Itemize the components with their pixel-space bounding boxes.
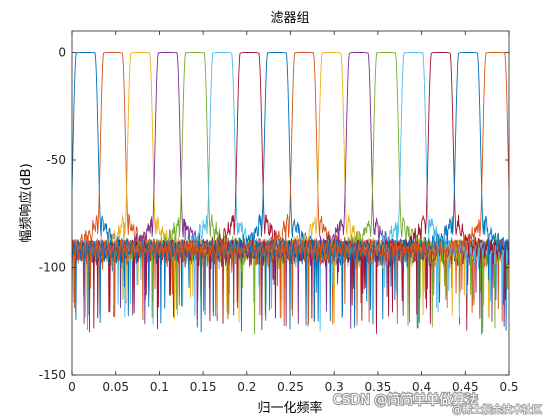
x-axis-label: 归一化频率 [257,400,322,416]
chart-title: 滤器组 [270,11,309,26]
x-tick-label: 0.3 [325,380,344,394]
y-tick-label: -50 [46,153,66,167]
y-axis: 0 -50 -100 -150 [39,46,509,382]
filter-response-line-16 [72,52,509,326]
x-tick-label: 0 [68,380,76,394]
y-tick-label: 0 [58,46,66,60]
x-tick-label: 0.5 [499,380,518,394]
x-tick-label: 0.05 [102,380,129,394]
x-axis: 0 0.05 0.1 0.15 0.2 0.25 0.3 0.35 0.4 0.45 0.5 [68,31,519,394]
series-layer [72,52,509,335]
y-axis-label: 幅频响应(dB) [18,163,34,242]
x-tick-label: 0.2 [237,380,256,394]
watermark-text: CSDN @简简单单做算法 [333,392,478,408]
x-tick-label: 0.1 [150,380,169,394]
x-tick-label: 0.4 [412,380,431,394]
y-tick-label: -100 [39,261,66,275]
watermark-subtext: @稀土掘金技术社区 [452,403,542,416]
x-tick-label: 0.15 [190,380,217,394]
y-tick-label: -150 [39,368,66,382]
x-tick-label: 0.25 [277,380,304,394]
x-tick-label: 0.35 [365,380,392,394]
x-tick-label: 0.45 [452,380,479,394]
